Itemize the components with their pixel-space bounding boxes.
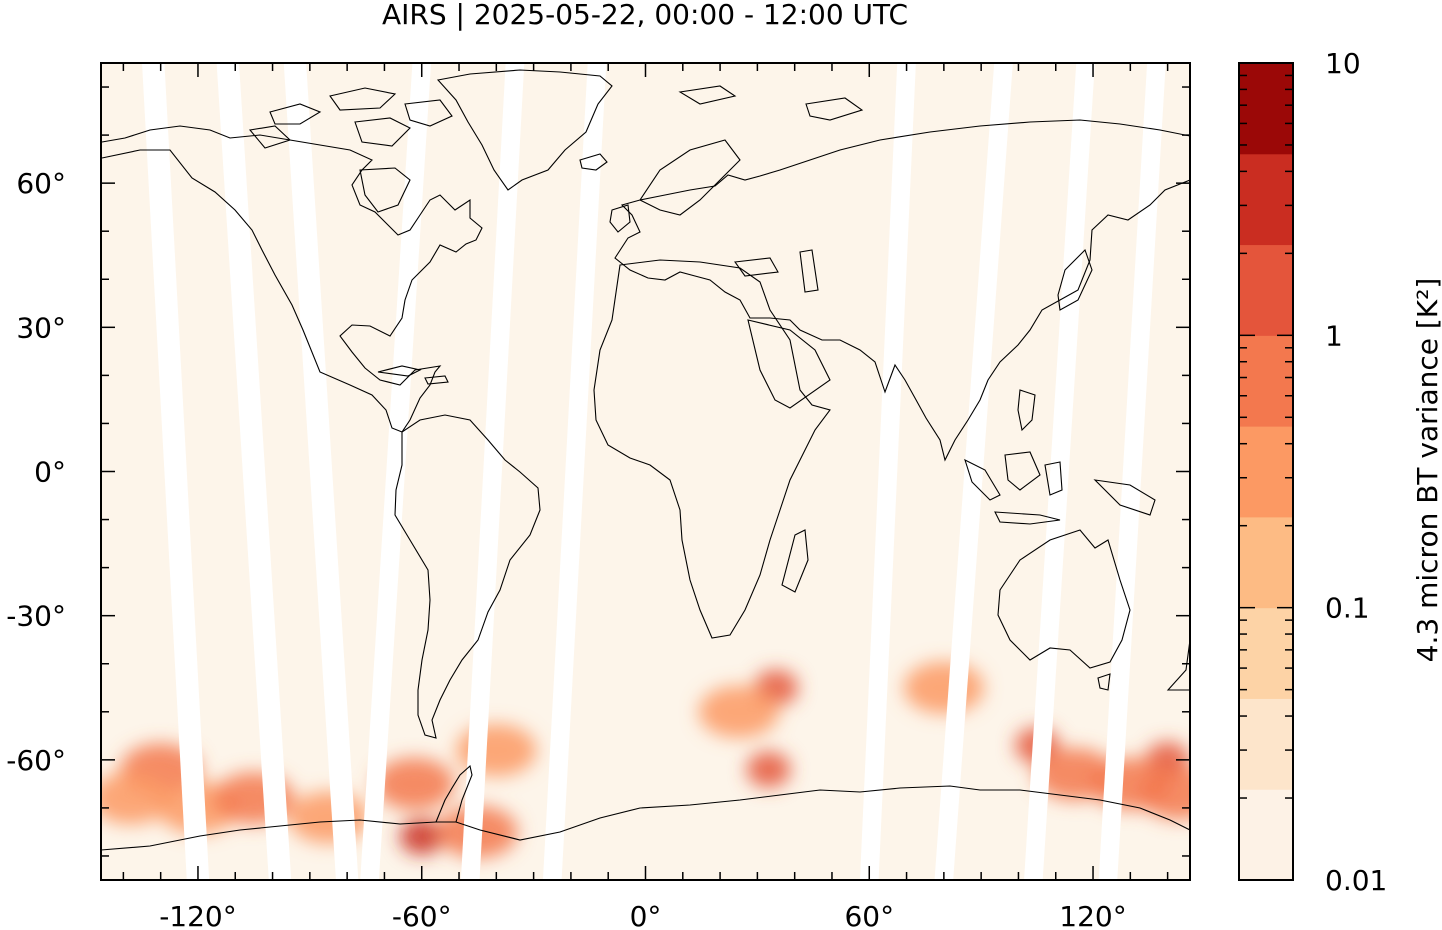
colorbar-swatches: [1239, 63, 1293, 881]
colorbar-swatch: [1239, 426, 1293, 518]
colorbar-tick-label: 1: [1325, 319, 1343, 352]
map-title: AIRS | 2025-05-22, 00:00 - 12:00 UTC: [381, 0, 909, 31]
swath-gap: [934, 63, 1013, 880]
colorbar-tick-label: 0.01: [1325, 864, 1387, 897]
x-tick-label: -60°: [392, 900, 452, 930]
colorbar-tick-label: 0.1: [1325, 592, 1370, 625]
map-plot-area[interactable]: [91, 63, 1219, 880]
y-tick-label: 0°: [34, 456, 66, 489]
colorbar-tick-labels: 10 1 0.1 0.01: [1325, 47, 1387, 897]
variance-hotspot: [288, 791, 369, 844]
variance-hotspot: [374, 757, 455, 810]
map-axis-ticks: [101, 63, 1190, 880]
variance-hotspot: [101, 772, 171, 825]
x-tick-label: -120°: [159, 900, 237, 930]
colorbar: 10 1 0.1 0.01 4.3 micron BT variance [K²]: [1238, 47, 1442, 897]
swath-gap: [1024, 63, 1095, 880]
colorbar-tick-label: 10: [1325, 47, 1361, 80]
colorbar-ticks: [1239, 62, 1293, 881]
colorbar-frame: [1238, 62, 1294, 881]
swath-gap: [542, 63, 607, 880]
swath-gaps: [142, 63, 1166, 880]
x-tick-label: 0°: [630, 900, 662, 930]
colorbar-swatch: [1239, 244, 1293, 336]
x-tick-label: 120°: [1059, 900, 1126, 930]
swath-gap: [360, 63, 432, 880]
swath-gap: [460, 63, 525, 880]
swath-gap: [859, 63, 916, 880]
swath-gap: [1098, 63, 1166, 880]
colorbar-label: 4.3 micron BT variance [K²]: [1411, 278, 1442, 663]
y-tick-label: -60°: [6, 744, 66, 777]
longitude-tick-labels: -120° -60° 0° 60° 120°: [159, 900, 1127, 930]
variance-hotspot: [698, 685, 779, 738]
variance-hotspot: [399, 818, 444, 855]
swath-gap: [142, 63, 210, 880]
colorbar-swatch: [1239, 698, 1293, 790]
variance-hotspot: [746, 751, 791, 788]
colorbar-swatch: [1239, 63, 1293, 155]
colorbar-swatch: [1239, 789, 1293, 881]
swath-gap: [283, 63, 359, 880]
variance-hotspot: [1138, 767, 1190, 820]
y-tick-label: 60°: [16, 167, 66, 200]
y-tick-label: -30°: [6, 600, 66, 633]
latitude-tick-labels: 60° 30° 0° -30° -60°: [6, 167, 66, 777]
swath-gap: [216, 63, 292, 880]
colorbar-swatch: [1239, 607, 1293, 699]
x-tick-label: 60°: [844, 900, 894, 930]
colorbar-swatch: [1239, 335, 1293, 427]
variance-hotspot: [903, 661, 984, 714]
colorbar-swatch: [1239, 153, 1293, 246]
y-tick-label: 30°: [16, 311, 66, 344]
colorbar-swatch: [1239, 516, 1293, 609]
coastlines: [101, 69, 1190, 851]
